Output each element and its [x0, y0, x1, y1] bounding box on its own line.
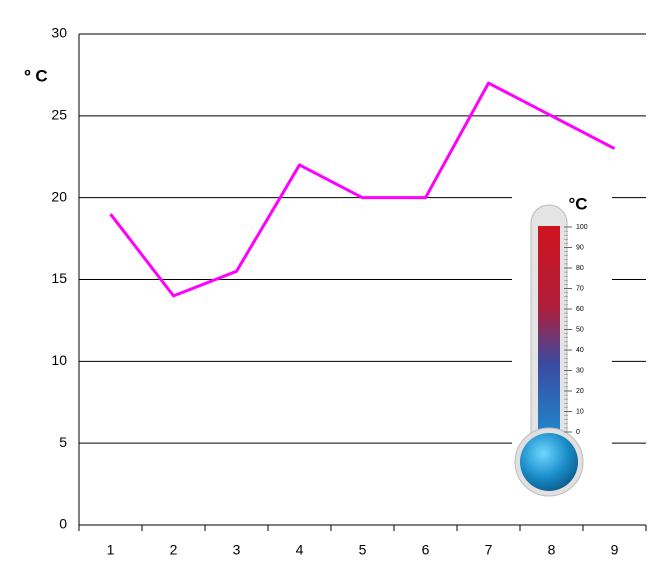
x-tick-label: 8	[548, 542, 556, 558]
x-tick-label: 4	[296, 542, 304, 558]
x-tick-label: 5	[359, 542, 367, 558]
y-tick-label: 10	[51, 352, 67, 368]
thermometer-unit: °C	[568, 194, 587, 213]
thermometer-scale-label: 80	[576, 265, 584, 272]
thermometer-scale-label: 40	[576, 347, 584, 354]
thermometer-scale-label: 60	[576, 306, 584, 313]
thermometer-scale-label: 0	[576, 429, 580, 436]
thermometer-scale-label: 20	[576, 388, 584, 395]
thermometer-scale-label: 50	[576, 326, 584, 333]
thermometer-bulb	[520, 433, 578, 491]
thermometer-tube	[538, 226, 560, 456]
y-tick-label: 15	[51, 270, 67, 286]
x-tick-label: 9	[611, 542, 619, 558]
y-tick-label: 30	[51, 25, 67, 41]
y-tick-label: 25	[51, 107, 67, 123]
thermometer-scale-label: 10	[576, 408, 584, 415]
y-axis-label: º C	[24, 66, 47, 85]
x-tick-label: 1	[107, 542, 115, 558]
data-line	[109, 81, 616, 298]
y-tick-label: 20	[51, 188, 67, 204]
y-tick-label: 5	[59, 434, 67, 450]
y-tick-label: 0	[59, 516, 67, 532]
x-tick-label: 3	[233, 542, 241, 558]
thermometer-scale-label: 30	[576, 367, 584, 374]
x-tick-label: 6	[422, 542, 430, 558]
thermometer-scale-label: 90	[576, 244, 584, 251]
thermometer-scale-label: 70	[576, 285, 584, 292]
thermometer-scale-label: 100	[576, 224, 588, 231]
x-tick-label: 7	[485, 542, 493, 558]
x-tick-label: 2	[170, 542, 178, 558]
